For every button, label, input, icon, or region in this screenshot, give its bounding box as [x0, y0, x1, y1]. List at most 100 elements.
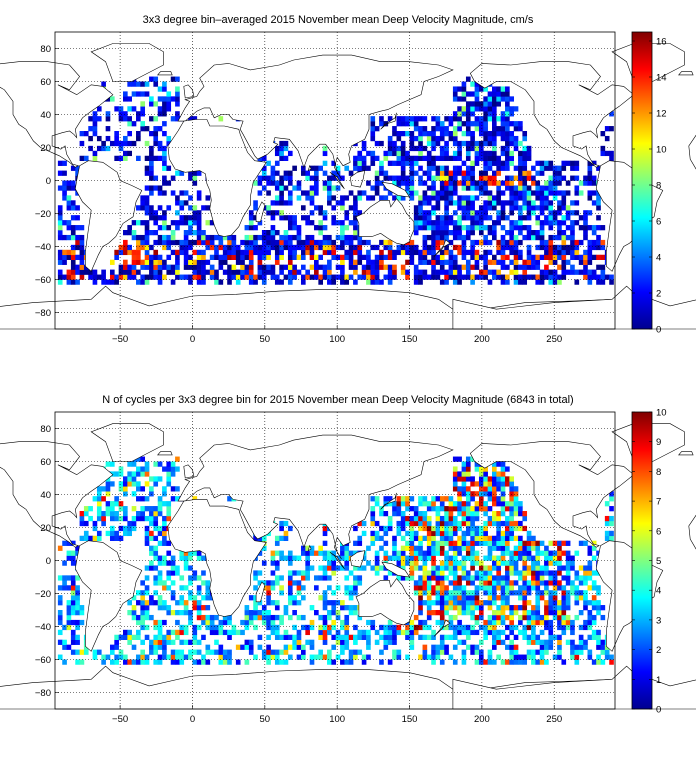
bin-cell: [557, 244, 562, 251]
bin-cell: [422, 155, 428, 161]
bin-cell: [474, 585, 480, 591]
bin-cell: [144, 225, 150, 231]
bin-cell: [183, 190, 189, 196]
bin-cell: [136, 496, 141, 502]
bin-cell: [218, 264, 224, 270]
bin-cell: [114, 515, 119, 522]
bin-cell: [583, 234, 588, 241]
bin-cell: [283, 185, 289, 191]
bin-cell: [392, 126, 397, 132]
bin-cell: [418, 274, 423, 280]
bin-cell: [487, 515, 493, 522]
bin-cell: [609, 530, 614, 537]
bin-cell: [431, 160, 436, 166]
bin-cell: [561, 195, 567, 201]
bin-cell: [465, 461, 471, 467]
bin-cell: [544, 180, 549, 186]
bin-cell: [66, 540, 72, 546]
bin-cell: [474, 274, 480, 280]
bin-cell: [526, 535, 532, 541]
bin-cell: [492, 545, 497, 551]
bin-cell: [136, 244, 141, 251]
bin-cell: [374, 639, 380, 645]
bin-cell: [340, 550, 345, 556]
bin-cell: [235, 269, 241, 275]
bin-cell: [552, 279, 558, 285]
bin-cell: [144, 155, 150, 161]
bin-cell: [574, 200, 580, 206]
bin-cell: [379, 511, 384, 517]
bin-cell: [140, 654, 146, 660]
bin-cell: [452, 520, 458, 527]
bin-cell: [496, 496, 501, 502]
bin-cell: [448, 135, 454, 142]
bin-cell: [500, 535, 506, 541]
bin-cell: [509, 131, 515, 137]
bin-cell: [583, 600, 588, 606]
bin-cell: [127, 471, 132, 477]
bin-cell: [366, 644, 371, 650]
bin-cell: [257, 254, 263, 260]
bin-cell: [170, 496, 176, 502]
bin-cell: [274, 535, 280, 541]
bin-cell: [570, 234, 575, 241]
bin-cell: [123, 525, 128, 532]
bin-cell: [483, 565, 488, 571]
bin-cell: [131, 520, 137, 527]
bin-cell: [309, 234, 315, 241]
bin-cell: [474, 155, 480, 161]
bin-cell: [162, 634, 167, 640]
bin-cell: [62, 575, 67, 581]
bin-cell: [474, 629, 480, 636]
bin-cell: [183, 560, 189, 566]
bin-cell: [526, 619, 532, 626]
bin-cell: [136, 600, 141, 606]
bin-cell: [192, 629, 198, 636]
bin-cell: [544, 200, 549, 206]
bin-cell: [483, 466, 488, 472]
bin-cell: [201, 595, 206, 601]
bin-cell: [457, 155, 462, 161]
bin-cell: [192, 264, 198, 270]
bin-cell: [448, 254, 454, 260]
colorbar-tick-label: 12: [656, 109, 667, 120]
bin-cell: [500, 259, 506, 265]
bin-cell: [413, 279, 419, 285]
bin-cell: [435, 545, 441, 551]
bin-cell: [431, 190, 436, 196]
bin-cell: [75, 234, 80, 241]
bin-cell: [205, 220, 211, 226]
bin-cell: [57, 614, 63, 621]
bin-cell: [88, 506, 93, 512]
bin-cell: [500, 91, 506, 97]
bin-cell: [518, 155, 523, 161]
bin-cell: [487, 205, 493, 211]
bin-cell: [379, 160, 384, 166]
bin-cell: [196, 254, 202, 260]
bin-cell: [257, 244, 263, 251]
bin-cell: [292, 185, 297, 191]
bin-cell: [505, 121, 510, 127]
x-tick-label: 0: [190, 334, 195, 345]
bin-cell: [188, 565, 193, 571]
bin-cell: [79, 131, 85, 137]
bin-cell: [123, 491, 128, 497]
bin-cell: [452, 481, 458, 487]
bin-cell: [474, 491, 480, 497]
bin-cell: [518, 225, 523, 231]
bin-cell: [444, 155, 449, 161]
bin-cell: [591, 580, 597, 586]
bin-cell: [483, 215, 488, 221]
bin-cell: [170, 555, 176, 561]
bin-cell: [374, 279, 380, 285]
landmass: [177, 434, 454, 560]
bin-cell: [392, 269, 397, 275]
bin-cell: [361, 239, 367, 246]
bin-cell: [344, 215, 350, 221]
bin-cell: [344, 659, 350, 665]
bin-cell: [444, 215, 449, 221]
bin-cell: [439, 639, 445, 645]
bin-cell: [478, 274, 484, 280]
bin-cell: [192, 116, 198, 122]
bin-cell: [157, 145, 163, 152]
